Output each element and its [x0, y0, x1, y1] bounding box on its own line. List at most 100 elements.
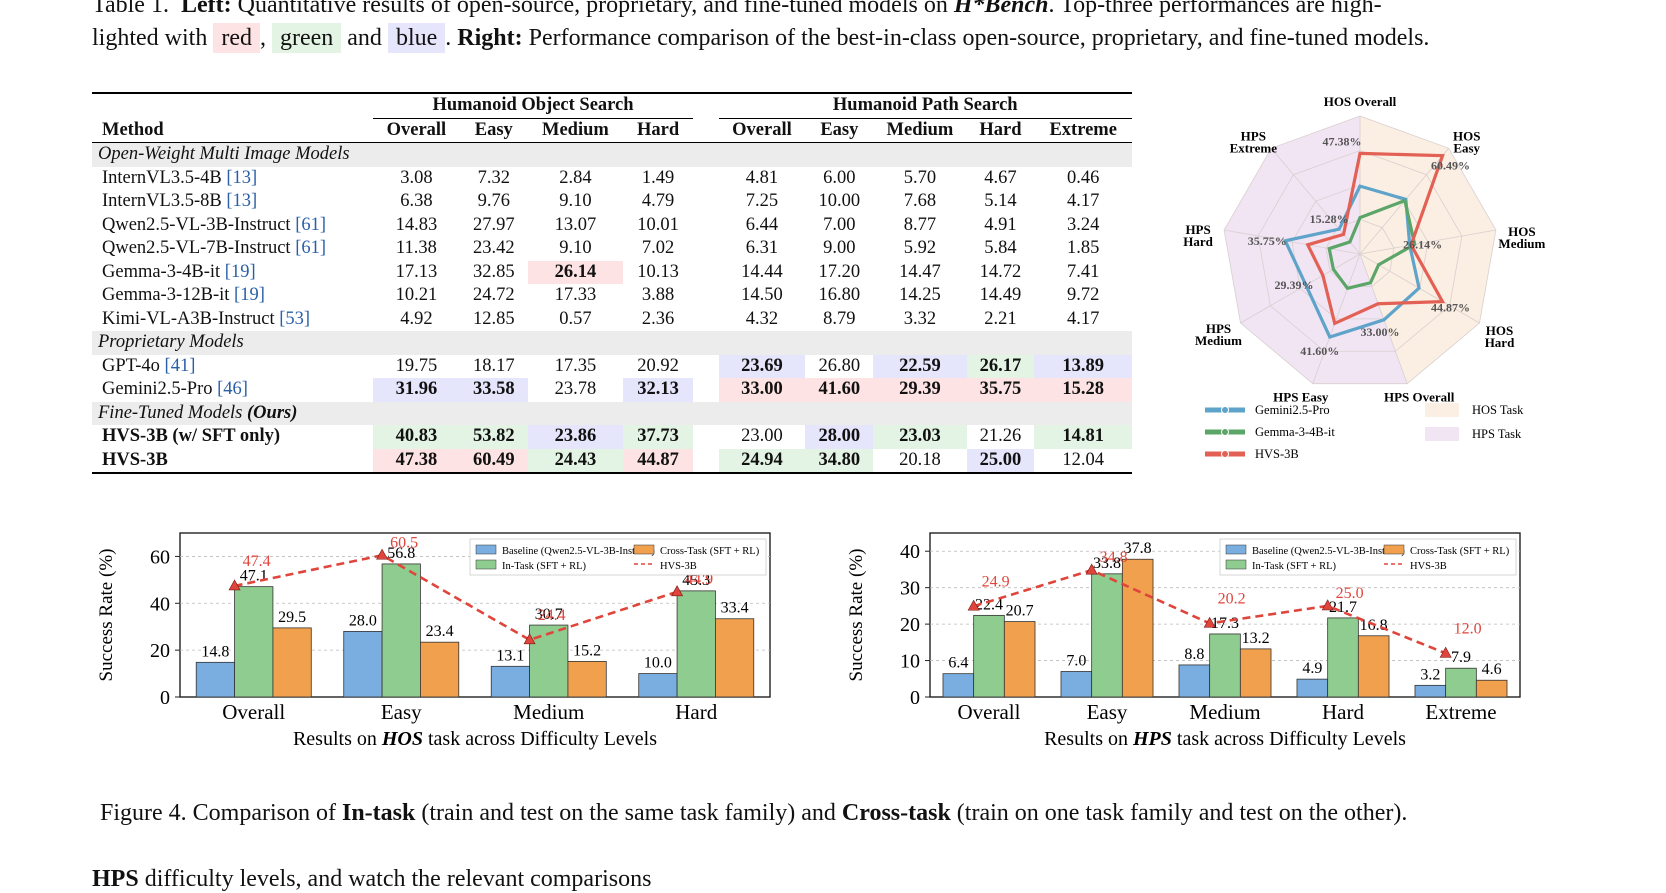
y-axis-label: Success Rate (%) — [96, 549, 117, 682]
bar-value-label: 8.8 — [1184, 646, 1204, 663]
spacer — [693, 355, 718, 379]
y-tick-label: 60 — [150, 546, 170, 568]
citation-link[interactable]: [19] — [234, 285, 265, 306]
hvs-value-label: 47.4 — [243, 553, 271, 570]
table-cell: 14.49 — [979, 285, 1022, 306]
bar — [973, 614, 1005, 698]
citation-link[interactable]: [53] — [279, 308, 311, 329]
header-row: Method Overall Easy Medium Hard Overall … — [92, 118, 1132, 143]
citation-link[interactable]: [13] — [226, 191, 258, 212]
caption-right-text: Performance comparison of the best-in-cl… — [528, 25, 1430, 51]
table-cell: 23.03 — [873, 425, 967, 449]
radar-value-label: 60.49% — [1431, 159, 1470, 173]
legend-marker — [1221, 450, 1229, 458]
radar-value-label: 44.87% — [1431, 301, 1470, 315]
table-cell: 6.38 — [400, 191, 433, 212]
bar-value-label: 14.8 — [201, 643, 229, 660]
radar-axis-line — [1312, 253, 1361, 384]
hvs-marker — [1203, 616, 1216, 628]
table-cell: 23.69 — [718, 354, 806, 378]
radar-value-label: 41.60% — [1300, 344, 1339, 358]
hvs-value-label: 20.2 — [1218, 590, 1246, 607]
y-tick-label: 0 — [160, 687, 170, 709]
col-header: Overall — [718, 118, 806, 143]
caption-left: Left: — [180, 0, 232, 18]
x-tick-label: Hard — [675, 700, 717, 724]
radar-series-gemini2-5-pro — [1282, 184, 1421, 339]
table-cell: 4.79 — [641, 191, 675, 212]
legend-swatch — [1383, 544, 1405, 555]
legend-swatch — [1425, 403, 1459, 417]
table-cell: 2.36 — [641, 308, 675, 329]
bar-value-label: 10.0 — [644, 655, 672, 672]
citation-link[interactable]: [61] — [295, 238, 327, 259]
method-name: Gemma-3-12B-it [19] — [92, 284, 373, 308]
col-header: Extreme — [1034, 118, 1132, 143]
legend-marker — [1221, 406, 1229, 414]
legend-swatch — [1425, 427, 1459, 441]
table-cell: 7.68 — [903, 191, 937, 212]
caption-rest: . Top-three performances are high- — [1048, 0, 1382, 18]
radar-value-label: 15.28% — [1310, 212, 1349, 226]
figure-caption-mid: (train and test on the same task family)… — [415, 800, 842, 826]
bar-value-label: 30.7 — [535, 606, 563, 623]
table-cell: 9.76 — [477, 191, 510, 212]
table-cell: 7.02 — [641, 238, 675, 259]
method-name: Kimi-VL-A3B-Instruct [53] — [92, 308, 373, 332]
y-tick-label: 40 — [900, 541, 920, 563]
table-cell: 3.32 — [903, 308, 937, 329]
caption-prefix: Table 1. — [92, 0, 169, 18]
table-cell: 10.13 — [637, 261, 679, 282]
table-cell: 32.85 — [472, 261, 515, 282]
header-group-row: Humanoid Object Search Humanoid Path Sea… — [92, 92, 1132, 119]
citation-link[interactable]: [61] — [295, 214, 327, 235]
hvs-line — [234, 553, 678, 642]
table-row: Kimi-VL-A3B-Instruct [53] 4.92 12.85 0.57 2.… — [92, 308, 1132, 332]
method-name: Gemini2.5-Pro [46] — [92, 378, 373, 402]
bar-value-label: 29.5 — [278, 609, 306, 626]
table-cell: 0.57 — [559, 308, 592, 329]
citation-link[interactable]: [41] — [164, 355, 196, 376]
method-name: Qwen2.5-VL-3B-Instruct [61] — [92, 214, 373, 238]
body-text-fragment: HPS difficulty levels, and watch the rel… — [92, 866, 651, 893]
figure-caption-prefix: Figure 4. Comparison of — [100, 800, 342, 826]
table-cell: 17.20 — [818, 261, 861, 282]
legend-swatch — [475, 544, 497, 555]
radar-axis-label: Easy — [1453, 140, 1480, 155]
x-tick-label: Hard — [1322, 700, 1364, 724]
table-cell: 27.97 — [472, 214, 515, 235]
table-cell: 4.67 — [984, 167, 1017, 188]
table-cell: 41.60 — [805, 378, 874, 402]
spacer — [693, 378, 718, 402]
radar-value-label: 47.38% — [1323, 134, 1362, 148]
table-cell: 13.07 — [554, 214, 597, 235]
legend-box — [469, 538, 767, 576]
legend-label: HVS-3B — [1255, 447, 1299, 461]
table-cell: 20.18 — [873, 448, 967, 474]
table-cell: 17.35 — [554, 355, 597, 376]
table-row: Gemma-3-12B-it [19] 10.21 24.72 17.33 3.88 14… — [92, 284, 1132, 308]
citation-link[interactable]: [13] — [226, 167, 258, 188]
section-ft-ours: (Ours) — [247, 402, 298, 423]
citation-link[interactable]: [19] — [224, 261, 256, 282]
table-cell: 23.00 — [741, 426, 783, 447]
spacer — [693, 167, 718, 191]
hps-task-area — [1224, 116, 1408, 384]
x-tick-label: Medium — [513, 700, 584, 724]
bar — [1296, 678, 1329, 698]
method-name: HVS-3B — [92, 448, 373, 474]
figure-caption: Figure 4. Comparison of In-task (train a… — [100, 800, 1407, 827]
citation-link[interactable]: [46] — [217, 379, 248, 400]
radar-axis-label: Hard — [1485, 335, 1515, 350]
section-open-weight: Open-Weight Multi Image Models — [92, 142, 1132, 167]
table-cell: 14.47 — [899, 261, 941, 282]
legend-label: Gemini2.5-Pro — [1255, 403, 1330, 417]
table-cell: 19.75 — [395, 355, 438, 376]
table-cell: 8.79 — [823, 308, 856, 329]
table-cell: 9.10 — [559, 191, 592, 212]
table-cell: 47.38 — [372, 448, 460, 474]
table-cell: 9.72 — [1067, 285, 1100, 306]
radar-grid-ring — [1291, 184, 1429, 320]
table-cell: 7.00 — [823, 214, 856, 235]
